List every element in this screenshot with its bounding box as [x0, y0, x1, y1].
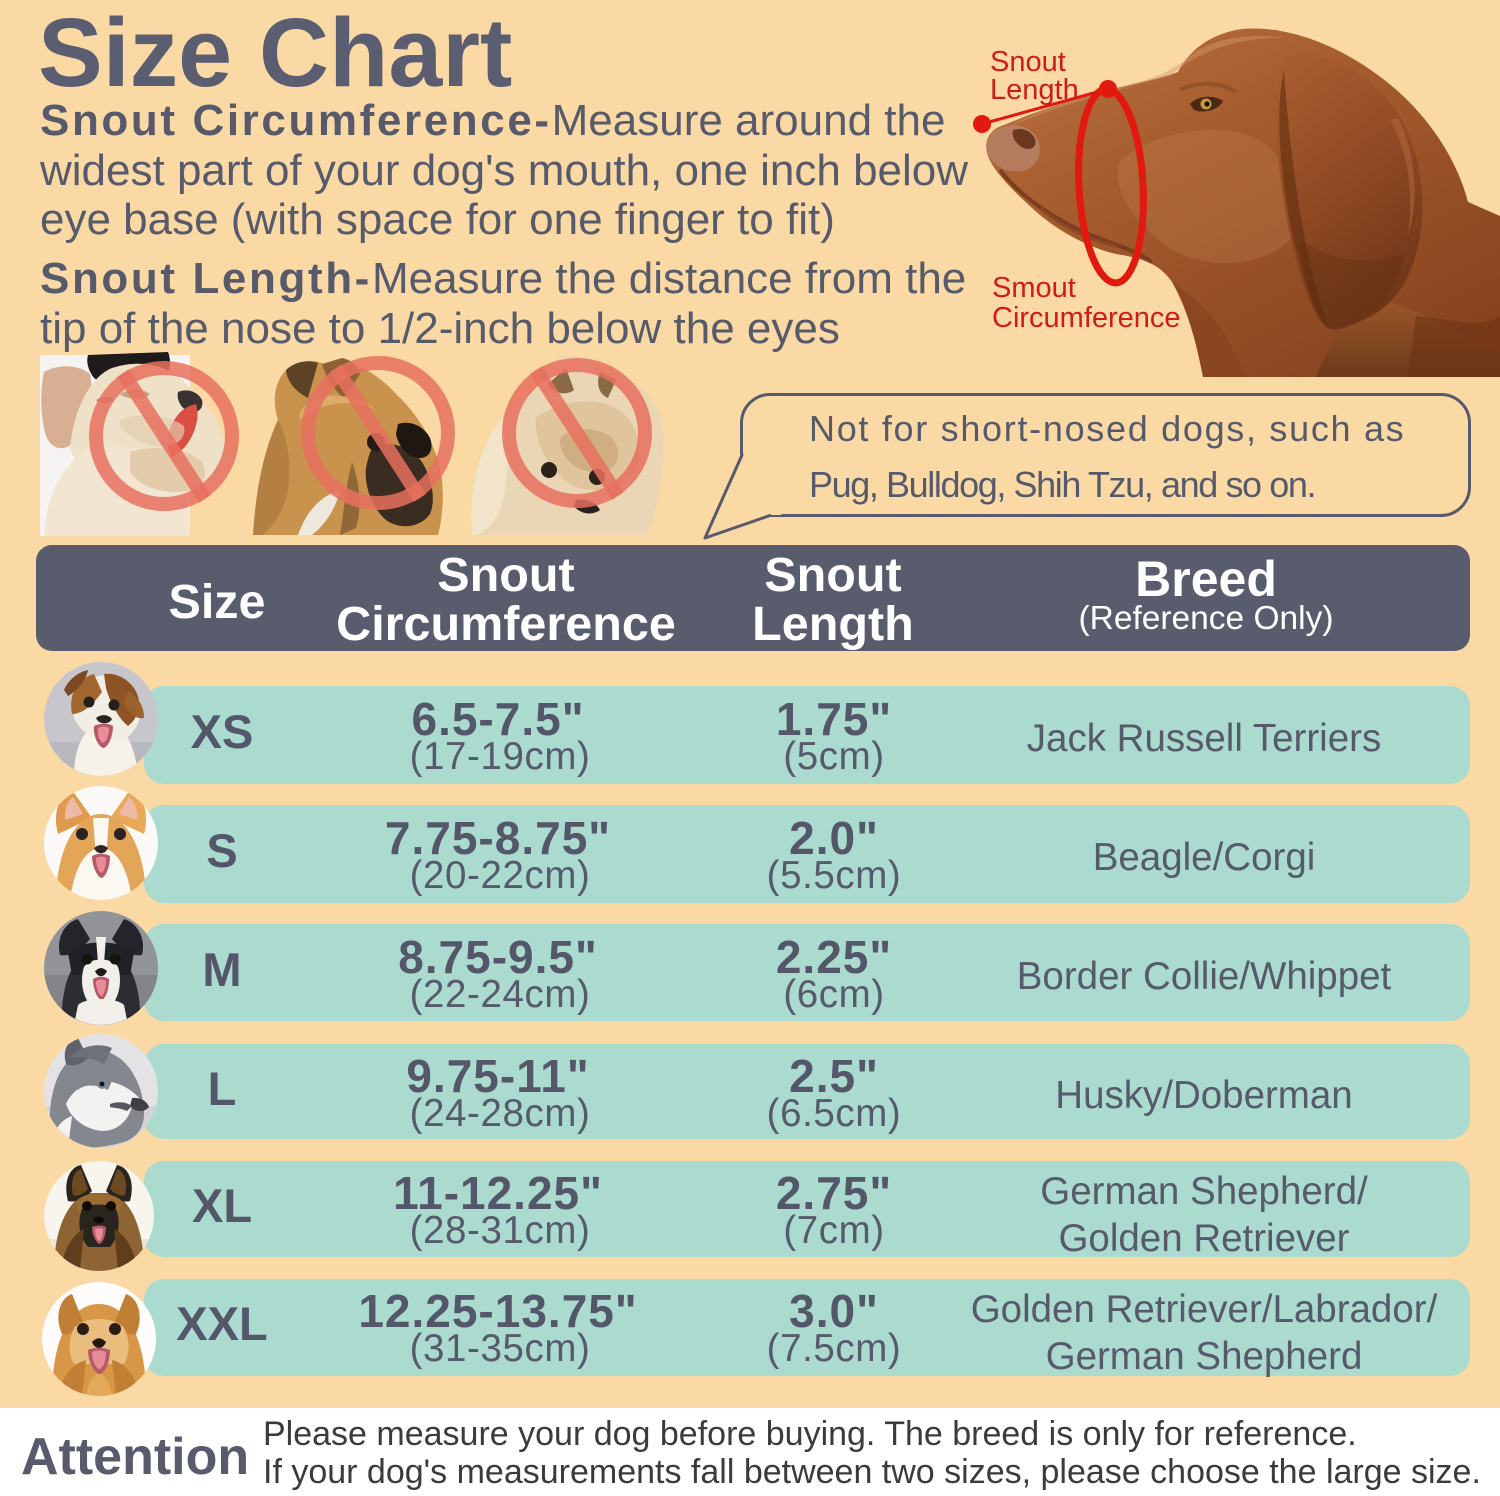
- svg-text:Smout: Smout: [992, 272, 1076, 304]
- svg-text:Circumference: Circumference: [992, 302, 1181, 334]
- svg-text:Length: Length: [990, 74, 1079, 106]
- svg-text:Snout: Snout: [990, 46, 1066, 78]
